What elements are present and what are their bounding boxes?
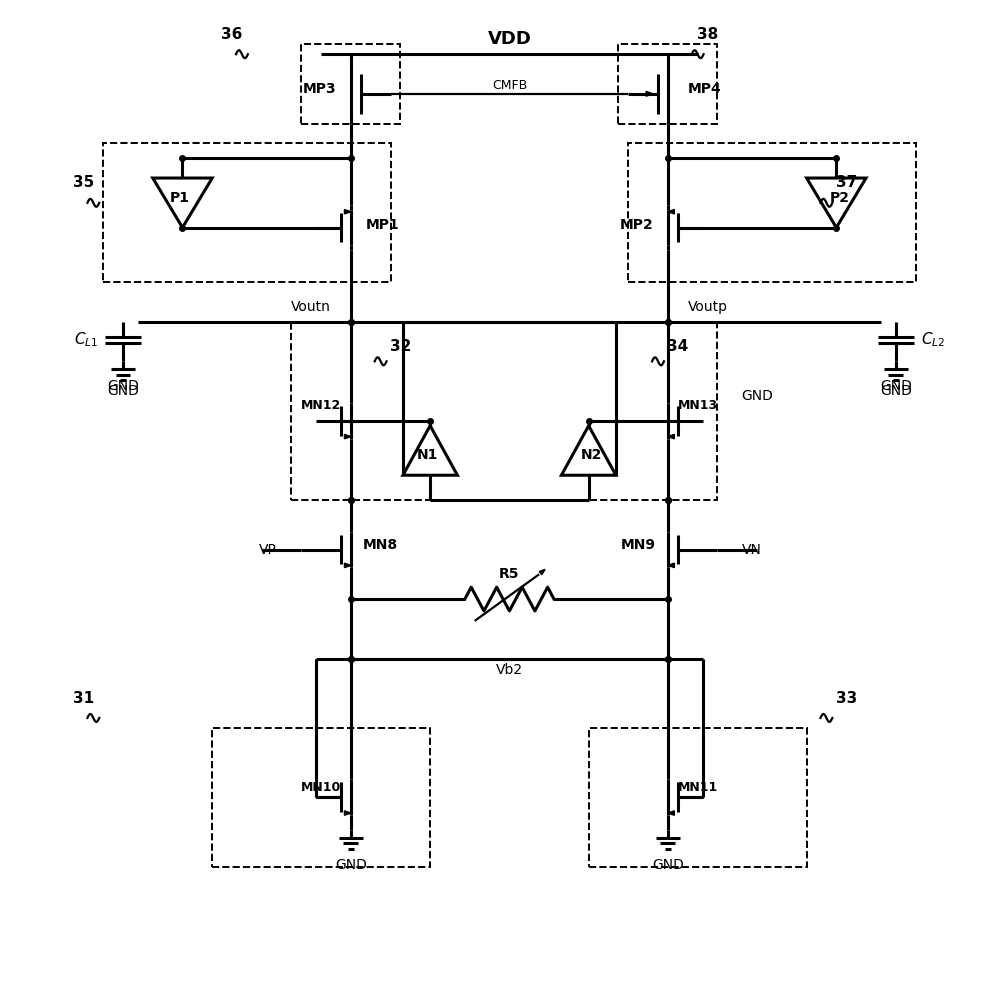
Bar (302, 44, 401, 124)
Polygon shape (668, 563, 674, 568)
Text: GND: GND (741, 389, 773, 403)
Text: P1: P1 (170, 191, 190, 205)
Text: VDD: VDD (488, 30, 531, 48)
Bar (618, 44, 717, 124)
Text: CMFB: CMFB (492, 79, 527, 92)
Bar (103, 143, 391, 282)
Text: $C_{L1}$: $C_{L1}$ (74, 331, 98, 349)
Text: 31: 31 (73, 691, 94, 706)
Text: MN9: MN9 (621, 538, 656, 552)
Polygon shape (668, 811, 674, 815)
Text: GND: GND (880, 384, 912, 398)
Text: N2: N2 (581, 448, 602, 462)
Text: 38: 38 (697, 27, 718, 42)
Text: VP: VP (259, 543, 277, 557)
Text: MP1: MP1 (366, 218, 400, 232)
Text: MP4: MP4 (687, 82, 721, 96)
Text: GND: GND (652, 858, 684, 872)
Text: 36: 36 (222, 27, 243, 42)
Text: MP2: MP2 (619, 218, 653, 232)
Bar (588, 728, 806, 867)
Bar (212, 728, 431, 867)
Polygon shape (539, 569, 545, 575)
Text: MN11: MN11 (677, 781, 718, 794)
Text: 33: 33 (835, 691, 857, 706)
Text: Vb2: Vb2 (496, 663, 522, 677)
Text: GND: GND (107, 379, 139, 393)
Text: P2: P2 (829, 191, 849, 205)
Text: GND: GND (335, 858, 367, 872)
Bar (292, 322, 717, 500)
Text: 34: 34 (667, 339, 688, 354)
Polygon shape (668, 434, 674, 439)
Bar (628, 143, 915, 282)
Text: $C_{L2}$: $C_{L2}$ (920, 331, 945, 349)
Polygon shape (345, 811, 351, 815)
Polygon shape (345, 563, 351, 568)
Polygon shape (345, 434, 351, 439)
Text: GND: GND (880, 379, 912, 393)
Polygon shape (345, 209, 351, 214)
Text: MN8: MN8 (363, 538, 398, 552)
Text: R5: R5 (500, 567, 519, 581)
Text: 35: 35 (73, 175, 94, 190)
Text: MN13: MN13 (677, 399, 718, 412)
Text: Voutn: Voutn (292, 300, 331, 314)
Text: MN12: MN12 (301, 399, 341, 412)
Text: 37: 37 (835, 175, 857, 190)
Text: VN: VN (742, 543, 762, 557)
Polygon shape (668, 209, 674, 214)
Polygon shape (646, 91, 653, 96)
Text: MP3: MP3 (303, 82, 336, 96)
Text: N1: N1 (417, 448, 438, 462)
Text: GND: GND (107, 384, 139, 398)
Text: MN10: MN10 (301, 781, 341, 794)
Text: 32: 32 (390, 339, 412, 354)
Text: Voutp: Voutp (687, 300, 727, 314)
